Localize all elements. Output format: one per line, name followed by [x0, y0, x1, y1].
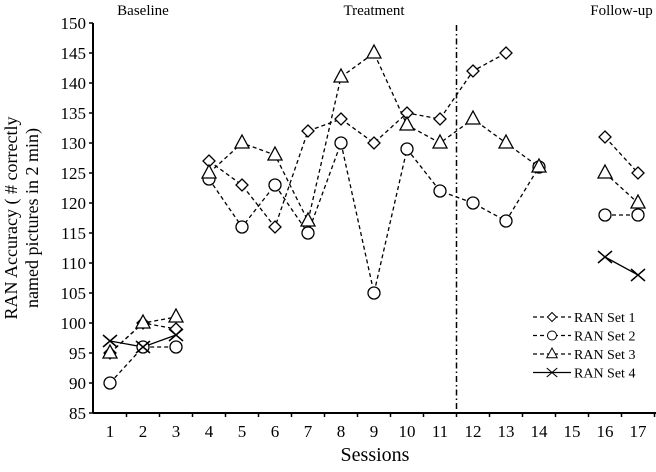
- diamond-marker: [500, 47, 512, 59]
- y-tick-label: 120: [61, 194, 87, 213]
- legend-label: RAN Set 2: [574, 330, 635, 345]
- x-tick-label: 13: [498, 422, 515, 441]
- diamond-marker: [467, 65, 479, 77]
- circle-marker: [269, 179, 281, 191]
- diamond-marker: [434, 113, 446, 125]
- legend-label: RAN Set 1: [574, 311, 635, 326]
- diamond-marker: [548, 313, 557, 322]
- y-axis-label-line1: RAN Accuracy ( # correctly: [1, 117, 22, 320]
- circle-marker: [104, 377, 116, 389]
- diamond-marker: [269, 221, 281, 233]
- triangle-marker: [466, 111, 480, 124]
- triangle-marker: [499, 135, 513, 148]
- legend-label: RAN Set 3: [574, 348, 635, 363]
- circle-marker: [401, 143, 413, 155]
- x-tick-label: 1: [106, 422, 115, 441]
- y-tick-label: 140: [61, 74, 87, 93]
- y-tick-label: 115: [61, 224, 86, 243]
- triangle-marker: [334, 69, 348, 82]
- x-tick-label: 11: [432, 422, 448, 441]
- legend-marker: [548, 313, 557, 322]
- circle-marker: [170, 341, 182, 353]
- y-tick-label: 95: [69, 344, 86, 363]
- data-marks: [103, 45, 645, 389]
- series-line: [209, 143, 539, 293]
- y-tick-label: 125: [61, 164, 87, 183]
- circle-marker: [599, 209, 611, 221]
- triangle-marker: [268, 147, 282, 160]
- series-line: [605, 257, 638, 275]
- diamond-marker: [368, 137, 380, 149]
- triangle-marker: [202, 165, 216, 178]
- x-marker: [598, 251, 612, 263]
- x-tick-label: 9: [370, 422, 379, 441]
- circle-marker: [434, 185, 446, 197]
- x-tick-label: 4: [205, 422, 214, 441]
- legend: RAN Set 1 RAN Set 2 RAN Set 3 RAN Set 4: [533, 311, 635, 382]
- phase-label: Follow-up: [590, 3, 653, 19]
- triangle-marker: [547, 348, 558, 358]
- x-tick-label: 17: [630, 422, 648, 441]
- x-axis-label: Sessions: [341, 444, 410, 466]
- triangle-marker: [235, 135, 249, 148]
- x-tick-label: 5: [238, 422, 247, 441]
- y-tick-label: 110: [61, 254, 86, 273]
- x-tick-label: 10: [399, 422, 416, 441]
- circle-marker: [335, 137, 347, 149]
- phase-label: Treatment: [343, 3, 405, 19]
- x-tick-label: 2: [139, 422, 148, 441]
- diamond-marker: [236, 179, 248, 191]
- x-tick-label: 7: [304, 422, 313, 441]
- y-tick-label: 135: [61, 104, 87, 123]
- x-marker: [631, 269, 645, 281]
- x-tick-label: 6: [271, 422, 280, 441]
- circle-marker: [368, 287, 380, 299]
- x-tick-label: 15: [564, 422, 581, 441]
- y-tick-label: 150: [61, 14, 87, 33]
- x-tick-label: 16: [597, 422, 614, 441]
- triangle-marker: [367, 45, 381, 58]
- diamond-marker: [599, 131, 611, 143]
- legend-marker-scale: [548, 331, 557, 340]
- diamond-marker: [302, 125, 314, 137]
- circle-marker: [236, 221, 248, 233]
- x-tick-label: 3: [172, 422, 181, 441]
- series-line: [209, 53, 506, 227]
- legend-marker: [547, 348, 558, 358]
- x-tick-label: 14: [531, 422, 549, 441]
- legend-marker: [548, 331, 557, 340]
- y-tick-label: 100: [61, 314, 87, 333]
- circle-marker: [500, 215, 512, 227]
- circle-marker: [467, 197, 479, 209]
- circle-marker: [302, 227, 314, 239]
- x-tick-label: 12: [465, 422, 482, 441]
- triangle-marker: [433, 135, 447, 148]
- y-tick-label: 105: [61, 284, 87, 303]
- diamond-marker: [335, 113, 347, 125]
- circle-marker: [632, 209, 644, 221]
- legend-marker-scale: [547, 348, 558, 358]
- y-tick-label: 90: [69, 374, 86, 393]
- circle-marker: [548, 331, 557, 340]
- legend-marker-scale: [548, 313, 557, 322]
- y-tick-label: 145: [61, 44, 87, 63]
- triangle-marker: [631, 195, 645, 208]
- triangle-marker: [169, 309, 183, 322]
- triangle-marker: [400, 117, 414, 130]
- y-tick-label: 85: [69, 404, 86, 423]
- diamond-marker: [170, 323, 182, 335]
- y-axis-label-line2: named pictures in 2 min): [22, 128, 43, 308]
- legend-label: RAN Set 4: [574, 367, 635, 382]
- phase-label: Baseline: [117, 3, 169, 19]
- triangle-marker: [598, 165, 612, 178]
- y-tick-label: 130: [61, 134, 87, 153]
- series-line: [605, 137, 638, 173]
- x-tick-label: 8: [337, 422, 346, 441]
